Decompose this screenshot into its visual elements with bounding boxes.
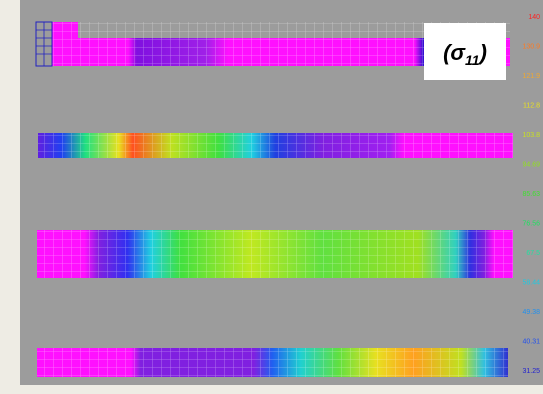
annotation-subscript: 11 <box>465 52 480 68</box>
legend-label: 94.69 <box>522 161 540 168</box>
legend: 140 130.9 121.9 112.8 103.8 94.69 85.63 76.56 67… <box>522 14 540 375</box>
annotation-box <box>424 23 506 80</box>
legend-label: 58.44 <box>522 279 540 286</box>
annotation: (σ11) <box>443 40 487 68</box>
model-3 <box>37 230 513 278</box>
model-4 <box>37 348 508 377</box>
legend-label: 85.63 <box>522 191 540 198</box>
legend-label: 49.38 <box>522 309 540 316</box>
legend-label: 76.56 <box>522 220 540 227</box>
legend-label: 112.8 <box>523 102 540 109</box>
legend-label: 140 <box>528 14 540 21</box>
annotation-open: (σ <box>443 40 466 65</box>
legend-label: 121.9 <box>522 73 540 80</box>
legend-label: 103.8 <box>522 132 540 139</box>
model-2 <box>38 133 513 158</box>
legend-label: 40.31 <box>522 338 540 345</box>
legend-label: 31.25 <box>522 368 540 375</box>
legend-label: 67.5 <box>526 250 540 257</box>
legend-label: 130.9 <box>522 43 540 50</box>
annotation-close: ) <box>478 40 487 65</box>
